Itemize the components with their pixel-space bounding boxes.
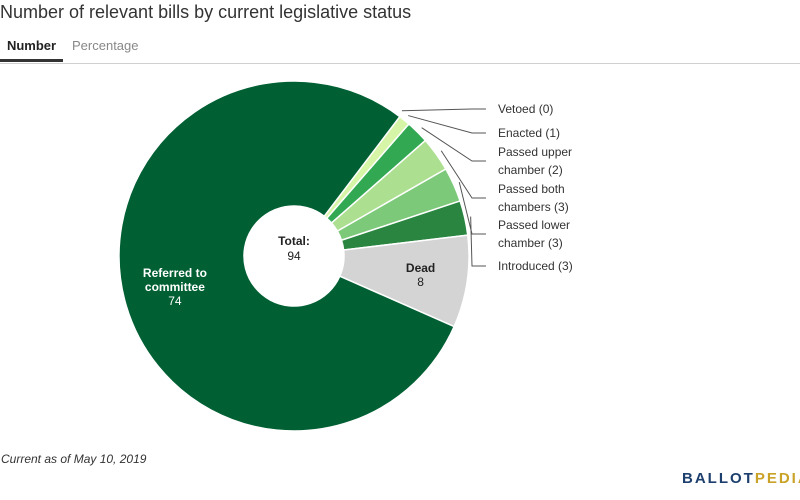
leader-line-passed-both-chambers	[440, 150, 486, 199]
leader-line-enacted	[408, 115, 486, 134]
slice-referred-to-committee	[118, 80, 456, 432]
ballotpedia-logo[interactable]: BALLOTPEDIA	[682, 470, 800, 487]
tab-percentage[interactable]: Percentage	[72, 38, 139, 53]
slice-label-passed-both-chambers: chambers (3)	[498, 200, 569, 214]
slice-label-enacted: Enacted (1)	[498, 126, 560, 140]
tab-bar: Number Percentage	[0, 36, 800, 64]
footnote: Current as of May 10, 2019	[1, 452, 147, 466]
leader-line-vetoed	[401, 108, 486, 112]
slice-label-referred-to-committee: committee	[145, 280, 205, 294]
slice-value-referred-to-committee: 74	[168, 294, 182, 308]
slice-label-passed-lower-chamber: Passed lower	[498, 218, 570, 232]
slice-label-vetoed: Vetoed (0)	[498, 102, 553, 116]
center-value: 94	[287, 249, 301, 263]
tab-number[interactable]: Number	[0, 38, 63, 62]
center-label: Total:	[278, 234, 310, 248]
slice-label-passed-lower-chamber: chamber (3)	[498, 236, 563, 250]
slice-label-passed-upper-chamber: chamber (2)	[498, 163, 563, 177]
leader-line-passed-lower-chamber	[458, 182, 486, 235]
slice-label-dead: Dead	[406, 261, 435, 275]
leader-line-passed-upper-chamber	[421, 127, 486, 162]
slice-value-dead: 8	[417, 275, 424, 289]
leader-line-introduced	[470, 216, 486, 267]
logo-part-2: PEDIA	[754, 470, 800, 487]
slice-label-introduced: Introduced (3)	[498, 259, 573, 273]
slice-label-passed-both-chambers: Passed both	[498, 182, 565, 196]
chart-title: Number of relevant bills by current legi…	[0, 2, 412, 22]
slice-label-referred-to-committee: Referred to	[143, 266, 207, 280]
slice-label-passed-upper-chamber: Passed upper	[498, 145, 572, 159]
logo-part-1: BALLOT	[682, 470, 755, 487]
